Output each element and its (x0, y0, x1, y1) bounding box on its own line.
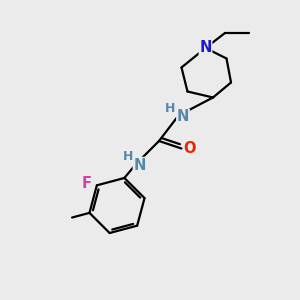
Text: H: H (165, 102, 175, 116)
Text: N: N (177, 110, 189, 124)
Text: F: F (81, 176, 91, 191)
Text: H: H (123, 150, 133, 164)
Text: N: N (133, 158, 146, 172)
Text: N: N (199, 40, 212, 56)
Text: O: O (184, 141, 196, 156)
